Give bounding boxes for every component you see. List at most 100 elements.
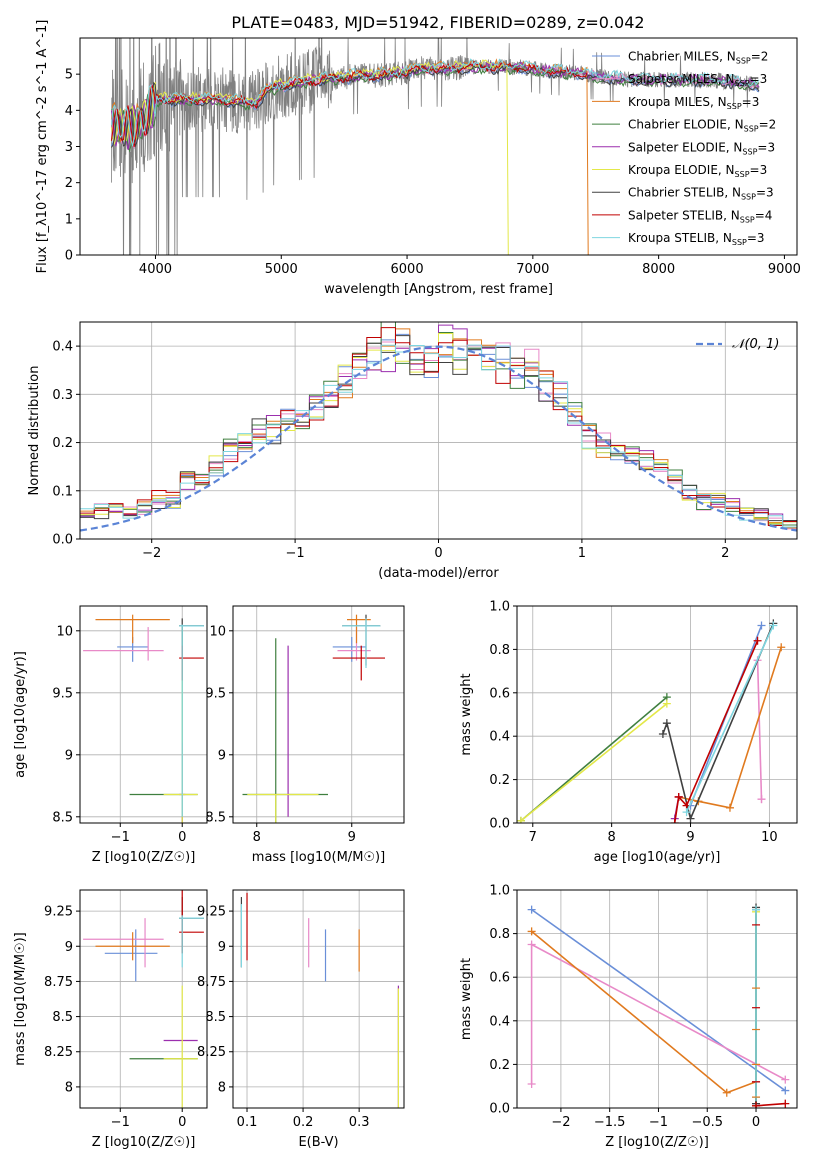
mass-vs-Z-points xyxy=(83,890,204,1108)
figure-title: PLATE=0483, MJD=51942, FIBERID=0289, z=0… xyxy=(231,13,644,32)
weight-line-2 xyxy=(531,930,757,1094)
y-tick-label: 8.75 xyxy=(197,975,226,990)
y-tick-label: 9 xyxy=(218,748,226,763)
x-tick-label: 8000 xyxy=(642,262,675,277)
axes-frame xyxy=(232,889,405,1109)
y-tick-label: 0.2 xyxy=(52,436,73,451)
y-tick-label: 0.6 xyxy=(489,971,510,986)
x-axis-label: E(B-V) xyxy=(298,1135,338,1150)
legend-entry: 𝒩(0, 1) xyxy=(732,337,779,352)
weight-marker xyxy=(674,792,683,801)
x-tick-label: 9000 xyxy=(768,262,801,277)
age-vs-Z-panel: −1 0 8.5 9 9.5 10 Z [log10(Z/Z☉)] age [log10(ag… xyxy=(13,605,208,865)
spectrum-model-line-8 xyxy=(110,58,760,147)
x-tick-label: −1.5 xyxy=(594,1115,626,1130)
y-axis-label: mass [log10(M/M☉)] xyxy=(13,932,28,1065)
weight-marker xyxy=(662,719,671,728)
axes-frame xyxy=(79,889,208,1109)
y-axis-label: mass weight xyxy=(459,673,474,755)
y-axis-label: Flux [f_λ10^-17 erg cm^-2 s^-1 A^-1] xyxy=(35,20,50,274)
axes-frame xyxy=(516,605,798,824)
weight-line-3 xyxy=(520,696,668,822)
weight-marker xyxy=(781,1075,790,1084)
weight-marker xyxy=(517,816,525,823)
spectrum-model-line-3 xyxy=(111,63,760,153)
y-tick-label: 3 xyxy=(65,140,73,155)
mass-vs-EBV-panel: 0.1 0.2 0.3 8 8.25 8.5 8.75 9 9.25 E(B-V) xyxy=(197,889,405,1150)
x-tick-label: 0 xyxy=(752,1115,760,1130)
legend-entry: Salpeter ELODIE, NSSP=3 xyxy=(628,140,775,156)
y-tick-label: 8.75 xyxy=(44,975,73,990)
weight-vs-age-lines xyxy=(517,619,786,823)
residual-histograms xyxy=(80,322,797,532)
y-tick-label: 8.5 xyxy=(52,1010,73,1025)
y-tick-label: 4 xyxy=(65,104,73,119)
age-vs-mass-points xyxy=(242,614,385,823)
axes-frame xyxy=(232,605,405,824)
weight-marker xyxy=(722,1088,731,1097)
x-tick-label: 0.2 xyxy=(293,1115,314,1130)
axes-frame xyxy=(516,889,798,1109)
weight-line-5 xyxy=(520,702,668,822)
mass-vs-Z-panel: −1 0 8 8.25 8.5 8.75 9 9.25 Z [log10(Z/Z☉)] mass … xyxy=(13,889,208,1150)
x-tick-label: −0.5 xyxy=(691,1115,723,1130)
y-tick-label: 8.5 xyxy=(52,810,73,825)
gaussian-reference-line xyxy=(80,345,797,532)
x-tick-label: −1 xyxy=(649,1115,668,1130)
x-tick-label: 8 xyxy=(608,830,616,845)
y-tick-label: 0.4 xyxy=(489,1014,510,1029)
y-tick-label: 0.0 xyxy=(489,817,510,832)
legend-entry: Chabrier ELODIE, NSSP=2 xyxy=(628,118,776,134)
y-tick-label: 10 xyxy=(56,624,73,639)
x-axis-label: age [log10(age/yr)] xyxy=(594,850,721,865)
y-tick-label: 0.8 xyxy=(489,927,510,942)
y-tick-label: 1 xyxy=(65,212,73,227)
weight-marker xyxy=(725,803,734,812)
spectrum-legend: Chabrier MILES, NSSP=2 Salpeter MILES, NS… xyxy=(592,50,776,247)
weight-vs-Z-panel: −2 −1.5 −1 −0.5 0 0.0 0.2 0.4 0.6 0.8 1.0 Z [log10(… xyxy=(459,884,798,1150)
y-tick-label: 8.25 xyxy=(197,1045,226,1060)
y-tick-label: 0.0 xyxy=(52,533,73,548)
x-tick-label: 4000 xyxy=(139,262,172,277)
weight-marker xyxy=(658,730,667,739)
y-tick-label: 0.4 xyxy=(52,340,73,355)
weight-vs-Z-lines xyxy=(527,903,790,1108)
y-tick-label: 1.0 xyxy=(489,600,510,615)
weight-vs-age-panel: 7 8 9 10 0.0 0.2 0.4 0.6 0.8 1.0 age [log10(age/yr… xyxy=(459,600,798,865)
x-axis-label: Z [log10(Z/Z☉)] xyxy=(92,850,196,865)
y-tick-label: 8.5 xyxy=(205,1010,226,1025)
y-axis-label: age [log10(age/yr)] xyxy=(13,651,28,778)
residual-histogram-8 xyxy=(80,344,797,528)
weight-line-8 xyxy=(685,625,775,813)
weight-marker xyxy=(753,636,762,645)
mass-vs-EBV-points xyxy=(240,892,399,1108)
legend-entry: Salpeter STELIB, NSSP=4 xyxy=(628,208,772,224)
y-tick-label: 0.6 xyxy=(489,686,510,701)
weight-marker xyxy=(527,927,536,936)
y-axis-label: Normed distribution xyxy=(27,366,42,496)
axes-frame xyxy=(79,321,798,540)
y-tick-label: 5 xyxy=(65,68,73,83)
weight-marker xyxy=(769,621,778,630)
age-vs-mass-panel: 8 9 8.5 9 9.5 10 mass [log10(M/M☉)] xyxy=(205,605,405,865)
x-tick-label: 7 xyxy=(529,830,537,845)
axes-frame xyxy=(79,605,208,824)
x-tick-label: 0 xyxy=(434,546,442,561)
weight-line-7 xyxy=(673,640,759,823)
x-tick-label: 9 xyxy=(348,830,356,845)
y-tick-label: 0.2 xyxy=(489,773,510,788)
y-tick-label: 9 xyxy=(65,940,73,955)
legend-entry: Chabrier MILES, NSSP=2 xyxy=(628,50,768,66)
x-axis-label: (data-model)/error xyxy=(378,566,499,581)
y-tick-label: 0 xyxy=(65,249,73,264)
x-axis-label: mass [log10(M/M☉)] xyxy=(252,850,385,865)
y-tick-label: 9.25 xyxy=(44,905,73,920)
weight-marker xyxy=(682,808,691,817)
weight-marker xyxy=(527,905,536,914)
weight-marker xyxy=(527,940,536,949)
x-tick-label: 1 xyxy=(578,546,586,561)
legend-entry: Kroupa MILES, NSSP=3 xyxy=(628,95,759,111)
y-tick-label: 2 xyxy=(65,176,73,191)
legend-entry: Chabrier STELIB, NSSP=3 xyxy=(628,186,774,202)
